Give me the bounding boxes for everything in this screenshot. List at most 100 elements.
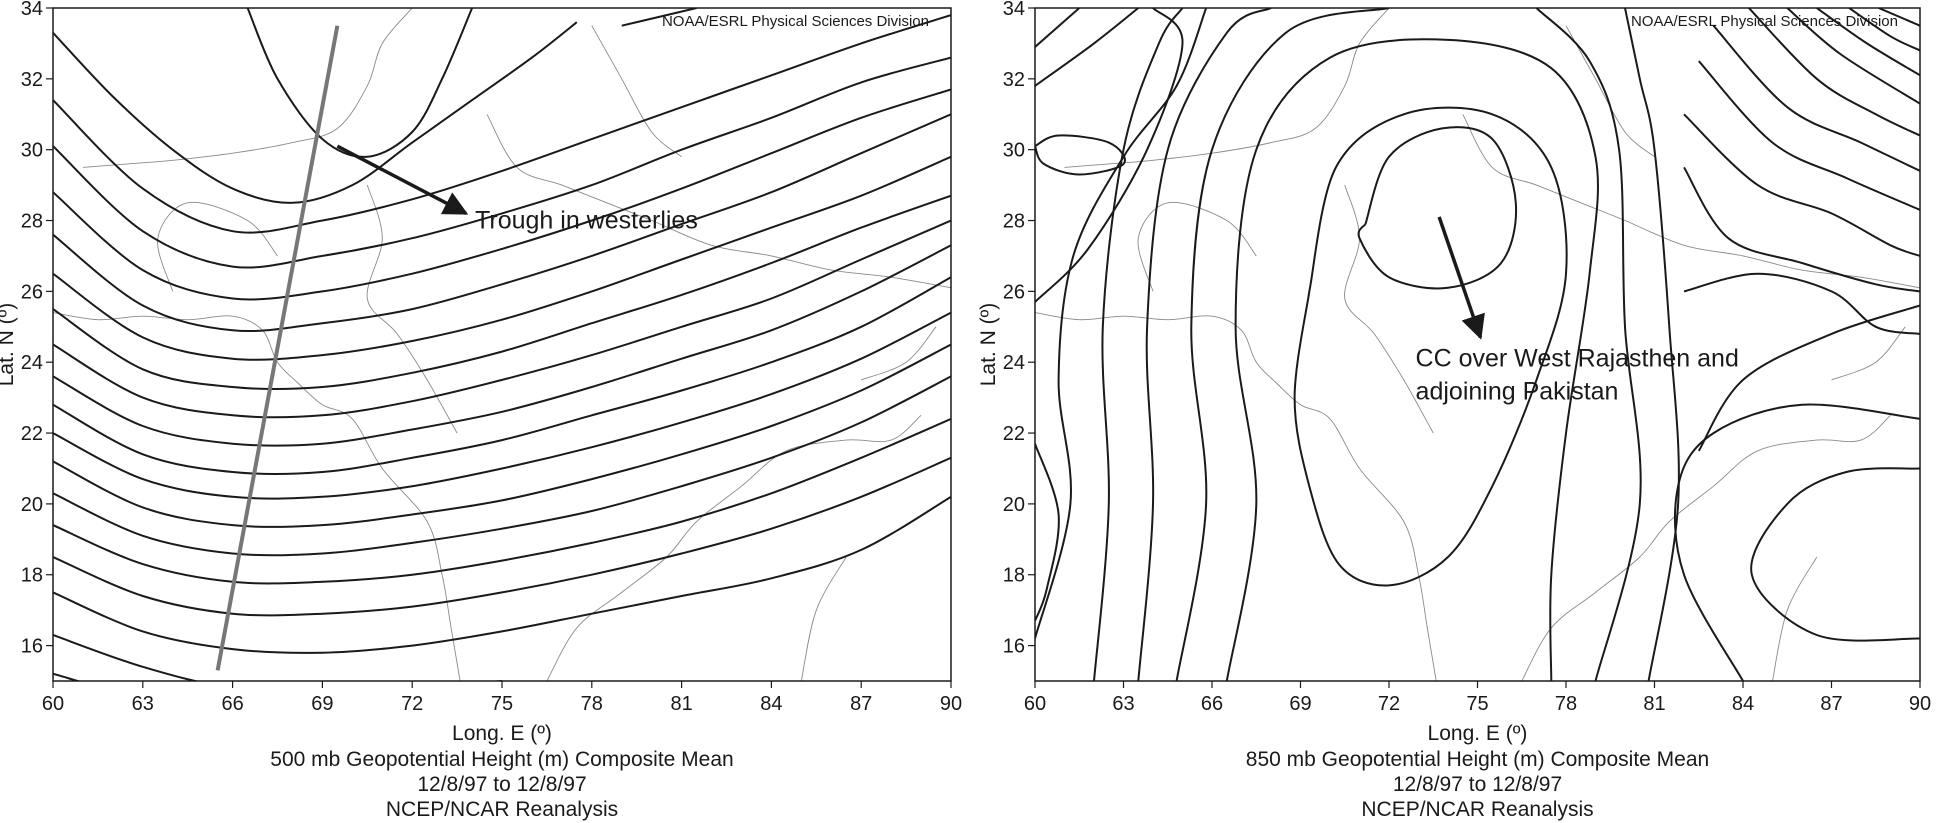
plot-frame: [52, 7, 952, 682]
country-boundary: [486, 114, 951, 289]
contour-line: [1624, 8, 1680, 681]
panel-500mb: 60 63 66 69 72 75 78 81 84 87 90 16 18 20 22 24 26 28 30 32…: [0, 0, 962, 821]
contour-line: [1035, 8, 1208, 639]
contour-line: [1093, 8, 1184, 681]
y-axis-label: Lat. N (º): [0, 303, 18, 387]
y-tick-label: 18: [21, 565, 43, 587]
x-tick-label: 63: [132, 693, 154, 715]
contour-line: [53, 672, 82, 681]
x-tick-label: 72: [1378, 693, 1400, 715]
x-tick-label: 63: [1112, 693, 1134, 715]
country-boundary: [1521, 414, 1891, 681]
contour-line: [1748, 8, 1920, 137]
country-boundary: [82, 8, 413, 168]
x-axis-label: Long. E (º): [452, 722, 552, 745]
contour-line: [1035, 8, 1139, 87]
caption-line: NCEP/NCAR Reanalysis: [1361, 798, 1593, 821]
y-tick-label: 20: [21, 494, 43, 516]
contour-line: [1035, 8, 1184, 303]
credit-text: NOAA/ESRL Physical Sciences Division: [1631, 13, 1898, 30]
contour-line: [53, 21, 578, 204]
country-boundary: [1137, 201, 1257, 292]
x-tick-label: 72: [401, 693, 423, 715]
contour-line: [246, 8, 474, 158]
annotation-arrow: [1437, 216, 1485, 340]
contour-line: [1816, 8, 1920, 77]
caption-line: 12/8/97 to 12/8/97: [1393, 773, 1562, 796]
country-boundary: [1772, 556, 1818, 681]
caption-line: 500 mb Geopotential Height (m) Composite…: [270, 748, 733, 771]
country-boundary: [1462, 114, 1920, 289]
y-tick-label: 26: [1003, 281, 1025, 303]
contour-line: [53, 113, 951, 333]
country-boundary: [546, 414, 922, 681]
contour-line: [1786, 8, 1920, 105]
contour-line: [53, 276, 951, 476]
contour-line: [53, 311, 951, 500]
contour-line: [1712, 25, 1920, 172]
annotation-text: CC over West Rajasthen and: [1416, 345, 1739, 373]
contour-line: [1683, 272, 1920, 335]
x-tick-label: 75: [491, 693, 513, 715]
y-tick-label: 30: [1003, 140, 1025, 162]
contour-line: [1137, 8, 1272, 681]
country-boundary: [53, 312, 461, 681]
panel-850mb: 60 63 66 69 72 75 78 81 84 87 90 16 18 20 22 24 26 28 30 32…: [977, 0, 1931, 821]
y-tick-label: 30: [21, 140, 43, 162]
contour-line: [1225, 38, 1599, 681]
contour-line: [1293, 106, 1568, 587]
contour-line: [1698, 60, 1920, 211]
trough-axis-line: [215, 25, 340, 671]
y-tick-label: 34: [21, 0, 43, 20]
y-tick-label: 26: [21, 281, 43, 303]
contour-line: [53, 375, 951, 557]
country-boundary: [800, 556, 847, 681]
annotation-arrow: [336, 144, 469, 215]
y-tick-label: 16: [21, 636, 43, 658]
contour-line: [53, 56, 951, 269]
y-tick-label: 32: [21, 69, 43, 91]
caption-line: 12/8/97 to 12/8/97: [417, 773, 586, 796]
contour-line: [1357, 126, 1518, 290]
contour-line: [53, 343, 951, 528]
contour-line: [1750, 467, 1920, 642]
x-tick-label: 84: [1732, 693, 1754, 715]
x-axis-label: Long. E (º): [1428, 722, 1528, 745]
x-tick-label: 78: [581, 693, 603, 715]
x-tick-label: 90: [940, 693, 962, 715]
y-tick-label: 18: [1003, 565, 1025, 587]
x-tick-label: 84: [760, 693, 782, 715]
x-tick-label: 81: [1643, 693, 1665, 715]
contour-line: [53, 417, 951, 585]
plot-area: [1035, 8, 1920, 681]
caption-line: NCEP/NCAR Reanalysis: [386, 798, 618, 821]
y-tick-label: 22: [21, 423, 43, 445]
contour-line: [53, 14, 951, 234]
caption-line: 850 mb Geopotential Height (m) Composite…: [1246, 748, 1709, 771]
x-tick-label: 60: [1024, 693, 1046, 715]
x-tick-label: 90: [1909, 693, 1931, 715]
y-tick-label: 34: [1003, 0, 1025, 20]
country-boundary: [591, 25, 682, 158]
country-boundary: [1831, 326, 1906, 381]
y-axis-label: Lat. N (º): [977, 303, 1000, 387]
country-boundary: [1035, 312, 1437, 681]
x-tick-label: 87: [850, 693, 872, 715]
x-tick-label: 78: [1555, 693, 1577, 715]
x-tick-label: 69: [311, 693, 333, 715]
y-tick-label: 16: [1003, 636, 1025, 658]
x-tick-label: 66: [221, 693, 243, 715]
country-boundary: [1565, 25, 1655, 158]
annotation-text: Trough in westerlies: [475, 207, 698, 235]
contour-line: [53, 495, 951, 654]
country-boundary: [157, 201, 278, 292]
y-tick-label: 28: [1003, 211, 1025, 233]
contour-line: [53, 456, 951, 617]
y-tick-label: 24: [1003, 352, 1025, 374]
x-tick-label: 66: [1201, 693, 1223, 715]
contour-line: [53, 634, 502, 681]
plot-area: [53, 8, 951, 681]
x-tick-label: 87: [1820, 693, 1842, 715]
country-boundary: [861, 326, 937, 381]
